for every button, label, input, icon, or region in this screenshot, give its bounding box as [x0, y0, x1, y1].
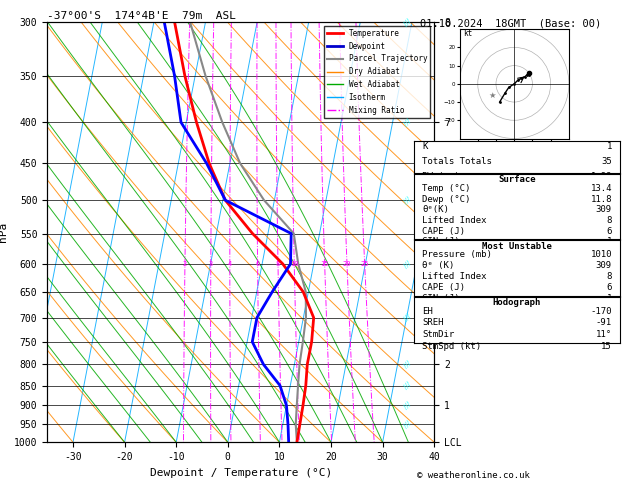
- Text: 10: 10: [290, 261, 299, 267]
- Text: SREH: SREH: [422, 318, 443, 328]
- Text: Lifted Index: Lifted Index: [422, 272, 487, 281]
- Text: 6: 6: [606, 226, 612, 236]
- Text: ///: ///: [403, 118, 412, 127]
- Text: 8: 8: [276, 261, 280, 267]
- Text: 1: 1: [606, 295, 612, 303]
- Text: kt: kt: [463, 30, 472, 38]
- Text: ///: ///: [403, 401, 412, 410]
- Text: 8: 8: [606, 216, 612, 225]
- Text: Dewp (°C): Dewp (°C): [422, 195, 470, 204]
- Text: ///: ///: [403, 259, 412, 269]
- Text: ///: ///: [403, 420, 412, 429]
- Text: Most Unstable: Most Unstable: [482, 242, 552, 251]
- Text: 15: 15: [320, 261, 329, 267]
- Text: 15: 15: [601, 342, 612, 351]
- Y-axis label: km
ASL: km ASL: [467, 223, 489, 241]
- Text: -37°00'S  174°4B'E  79m  ASL: -37°00'S 174°4B'E 79m ASL: [47, 11, 236, 21]
- Text: StmSpd (kt): StmSpd (kt): [422, 342, 481, 351]
- Text: ★: ★: [489, 91, 496, 101]
- Text: 6: 6: [606, 283, 612, 292]
- Text: Lifted Index: Lifted Index: [422, 216, 487, 225]
- Text: 1010: 1010: [591, 250, 612, 260]
- Text: CIN (J): CIN (J): [422, 295, 460, 303]
- Text: 309: 309: [596, 206, 612, 214]
- Text: 1: 1: [606, 237, 612, 246]
- Text: -91: -91: [596, 318, 612, 328]
- Text: ///: ///: [403, 360, 412, 369]
- Text: 4: 4: [228, 261, 232, 267]
- Text: ///: ///: [403, 313, 412, 322]
- Text: ///: ///: [403, 381, 412, 390]
- X-axis label: Dewpoint / Temperature (°C): Dewpoint / Temperature (°C): [150, 468, 332, 478]
- Text: 01.10.2024  18GMT  (Base: 00): 01.10.2024 18GMT (Base: 00): [420, 18, 601, 29]
- Text: 8: 8: [606, 272, 612, 281]
- Text: 6: 6: [255, 261, 260, 267]
- Text: ///: ///: [403, 195, 412, 205]
- Text: Hodograph: Hodograph: [493, 298, 541, 307]
- Text: 1: 1: [606, 142, 612, 151]
- Text: 1.99: 1.99: [591, 172, 612, 181]
- Text: 13.4: 13.4: [591, 184, 612, 193]
- Text: Totals Totals: Totals Totals: [422, 157, 492, 166]
- Text: PW (cm): PW (cm): [422, 172, 460, 181]
- Text: CAPE (J): CAPE (J): [422, 283, 465, 292]
- Text: 25: 25: [360, 261, 369, 267]
- Text: Pressure (mb): Pressure (mb): [422, 250, 492, 260]
- Text: 35: 35: [601, 157, 612, 166]
- Text: 3: 3: [209, 261, 213, 267]
- Text: 20: 20: [343, 261, 351, 267]
- Text: EH: EH: [422, 307, 433, 316]
- Text: Temp (°C): Temp (°C): [422, 184, 470, 193]
- Text: © weatheronline.co.uk: © weatheronline.co.uk: [417, 471, 530, 480]
- Legend: Temperature, Dewpoint, Parcel Trajectory, Dry Adiabat, Wet Adiabat, Isotherm, Mi: Temperature, Dewpoint, Parcel Trajectory…: [324, 26, 430, 118]
- Text: 309: 309: [596, 261, 612, 270]
- Text: CIN (J): CIN (J): [422, 237, 460, 246]
- Text: CAPE (J): CAPE (J): [422, 226, 465, 236]
- Text: Surface: Surface: [498, 175, 536, 185]
- Text: 11°: 11°: [596, 330, 612, 339]
- Y-axis label: hPa: hPa: [0, 222, 8, 242]
- Text: 11.8: 11.8: [591, 195, 612, 204]
- Text: -170: -170: [591, 307, 612, 316]
- Text: StmDir: StmDir: [422, 330, 454, 339]
- Text: 2: 2: [183, 261, 187, 267]
- Text: ///: ///: [403, 17, 412, 27]
- Text: θᵉ (K): θᵉ (K): [422, 261, 454, 270]
- Text: K: K: [422, 142, 428, 151]
- Text: θᵉ(K): θᵉ(K): [422, 206, 449, 214]
